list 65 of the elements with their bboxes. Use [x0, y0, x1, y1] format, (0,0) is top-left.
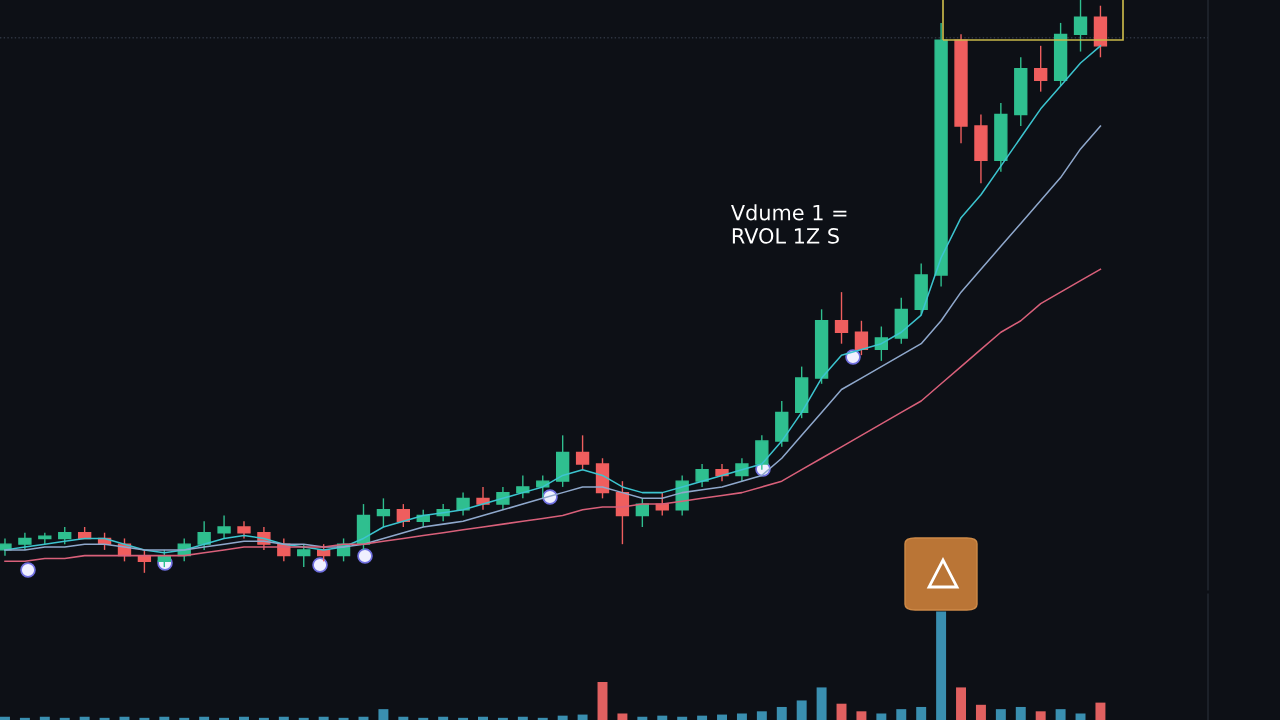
candlestick [456, 491, 470, 517]
bar [19, 717, 30, 720]
bar [239, 716, 249, 720]
candlestick [217, 514, 231, 540]
bar [796, 700, 807, 720]
bar [776, 706, 787, 720]
candlestick [695, 463, 709, 488]
bar [975, 704, 986, 720]
bar [338, 717, 349, 720]
bar [99, 717, 110, 720]
bar [896, 709, 907, 720]
bar [199, 716, 210, 720]
candlestick [1034, 45, 1048, 93]
bar [517, 716, 528, 720]
candlestick [297, 543, 311, 568]
bar [219, 717, 230, 720]
bar [677, 716, 688, 720]
bar [278, 716, 289, 720]
bar [756, 711, 767, 720]
bar [657, 715, 668, 720]
bar [1055, 709, 1066, 720]
bar [0, 716, 10, 720]
bar [458, 717, 469, 720]
bar [736, 713, 747, 720]
bar [916, 706, 927, 720]
bar [39, 716, 50, 720]
bar [956, 687, 966, 720]
bar [179, 717, 190, 720]
bar [418, 717, 429, 720]
bar [298, 717, 309, 720]
bar [79, 716, 90, 720]
bar [697, 715, 708, 720]
bar [717, 714, 727, 720]
candlestick [1073, 0, 1088, 53]
bar [1095, 702, 1106, 720]
bar [557, 715, 568, 720]
bar [1075, 713, 1086, 720]
bar [318, 716, 329, 720]
bar [378, 709, 389, 720]
candlestick [396, 503, 411, 528]
bar [438, 716, 449, 720]
candlestick [834, 291, 849, 345]
bar [936, 611, 947, 720]
bar [1015, 706, 1026, 720]
annotation: Vdume 1 = RVOL 1Z S [731, 204, 847, 244]
bar [159, 716, 170, 720]
bar [497, 717, 508, 720]
bar [995, 709, 1006, 720]
bar [577, 714, 588, 720]
candlestick [376, 497, 391, 528]
bar [398, 716, 409, 720]
bar [139, 717, 150, 720]
bar [597, 681, 608, 720]
candlestick [197, 520, 211, 551]
bar [876, 713, 887, 720]
bar [1035, 711, 1046, 720]
bar [816, 687, 827, 720]
bar [617, 713, 628, 720]
bar [637, 716, 648, 720]
bar [258, 717, 269, 720]
bar [537, 717, 548, 720]
bar [59, 717, 70, 720]
bar [856, 711, 867, 720]
candlestick [575, 434, 590, 471]
bar [478, 716, 488, 720]
